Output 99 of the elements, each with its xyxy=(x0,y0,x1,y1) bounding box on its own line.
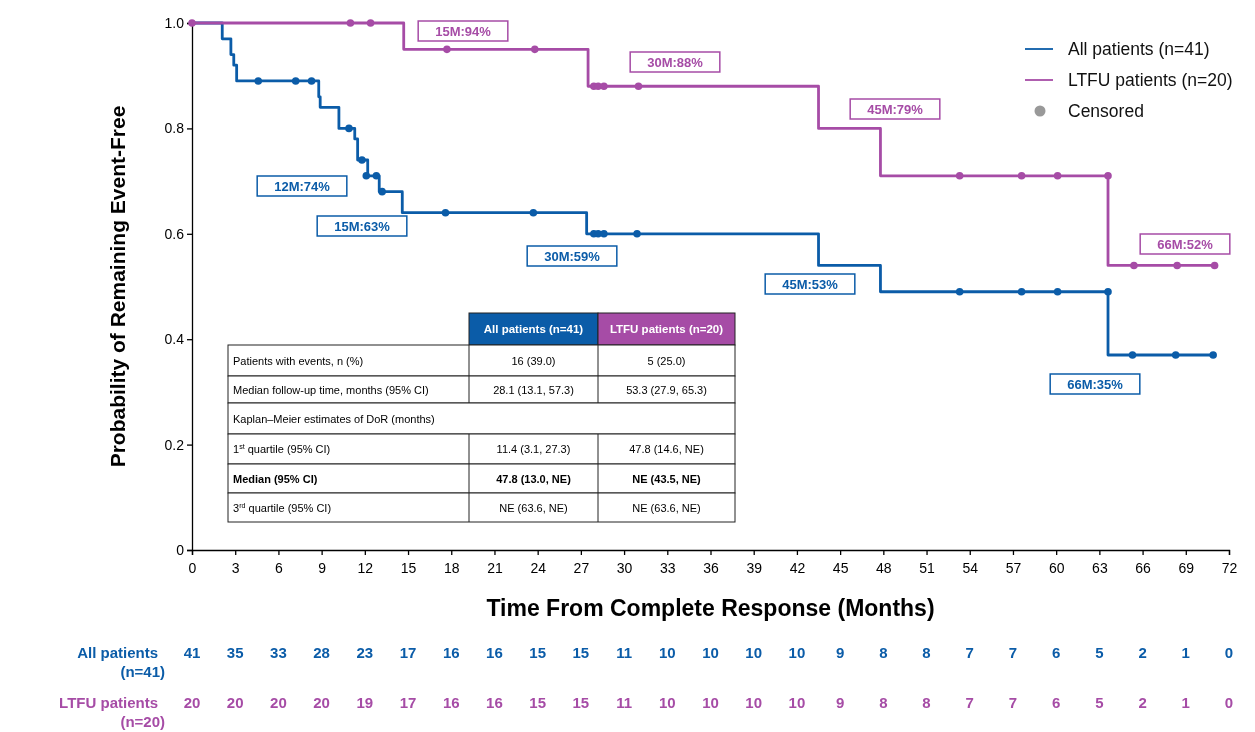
annotation: 30M:88% xyxy=(647,55,704,70)
x-tick-label: 21 xyxy=(487,560,503,577)
y-tick-label: 0.6 xyxy=(164,225,185,242)
x-tick-label: 27 xyxy=(573,560,590,577)
legend-label: All patients (n=41) xyxy=(1068,39,1210,59)
annotation: 15M:63% xyxy=(334,219,391,234)
annotation: 12M:74% xyxy=(274,179,331,194)
point xyxy=(1173,261,1181,270)
point xyxy=(1130,261,1138,270)
annotation: 11.4 (3.1, 27.3) xyxy=(496,443,571,455)
x-tick-label: 15 xyxy=(400,560,417,577)
x-tick-label: 69 xyxy=(1178,560,1195,577)
annotation: 1$^{st}$ quartile (95% CI) xyxy=(233,443,331,455)
point xyxy=(955,172,964,180)
annotation: Median (95% CI) xyxy=(233,472,318,485)
x-tick-label: 42 xyxy=(789,560,806,577)
annotation: 3$^{rd}$ quartile (95% CI) xyxy=(233,501,332,514)
x-tick-label: 24 xyxy=(530,560,547,577)
point xyxy=(358,156,366,164)
annotation: 5 (25.0) xyxy=(647,354,686,367)
text: 20 20 20 20 19 17 16 16 15 15 11 10 10 10 10 9 8 8 7 7 6 5 2 1 0 xyxy=(183,694,1234,711)
point xyxy=(600,230,608,238)
x-tick-label: 39 xyxy=(746,560,763,577)
annotation: NE (63.6, NE) xyxy=(632,501,701,514)
x-tick-label: 51 xyxy=(919,560,936,577)
point xyxy=(1171,351,1180,359)
x-tick-label: 30 xyxy=(616,560,633,577)
y-tick-label: 0 xyxy=(176,541,185,558)
annotation: 16 (39.0) xyxy=(511,354,556,367)
legend-label: Censored xyxy=(1068,101,1144,121)
y-axis-title: Probability of Remaining Event-Free xyxy=(106,105,129,468)
point xyxy=(1053,287,1062,296)
x-tick-label: 60 xyxy=(1048,560,1065,577)
point xyxy=(441,208,450,217)
point xyxy=(1104,172,1112,180)
annotation: 28.1 (13.1, 57.3) xyxy=(493,383,574,396)
x-tick-label: 54 xyxy=(962,560,979,577)
y-tick-label: 0.2 xyxy=(164,436,185,453)
point xyxy=(366,19,375,27)
x-tick-label: 12 xyxy=(357,560,374,577)
annotation: 53.3 (27.9, 65.3) xyxy=(626,383,707,396)
x-tick-label: 0 xyxy=(188,560,197,577)
point xyxy=(1017,287,1026,296)
annotation: LTFU patients (n=20) xyxy=(609,323,724,335)
point xyxy=(1017,172,1026,180)
point xyxy=(1104,287,1112,296)
annotation: NE (63.6, NE) xyxy=(499,501,568,514)
point xyxy=(529,208,538,217)
y-tick-label: 0.4 xyxy=(164,331,185,348)
point xyxy=(362,172,371,180)
point xyxy=(443,45,451,54)
point xyxy=(531,45,539,54)
x-tick-label: 33 xyxy=(660,560,676,577)
x-tick-label: 72 xyxy=(1221,560,1238,577)
annotation: 66M:52% xyxy=(1157,237,1214,252)
annotation: Kaplan–Meier estimates of DoR (months) xyxy=(233,412,435,425)
annotation: 47.8 (14.6, NE) xyxy=(629,443,704,455)
x-tick-label: 63 xyxy=(1092,560,1108,577)
text: 41 35 33 28 23 17 16 16 15 15 11 10 10 10 10 9 8 8 7 7 6 5 2 1 0 xyxy=(183,644,1234,661)
point xyxy=(1210,261,1219,270)
annotation: 45M:79% xyxy=(867,102,924,117)
x-tick-label: 6 xyxy=(275,560,284,577)
x-tick-label: 48 xyxy=(876,560,892,577)
annotation: 45M:53% xyxy=(782,277,839,292)
annotation: Patients with events, n (%) xyxy=(233,354,364,367)
point xyxy=(1128,351,1137,359)
annotation: 30M:59% xyxy=(544,249,601,264)
point xyxy=(955,287,964,296)
text: LTFU patients (n=20) xyxy=(59,694,165,730)
point xyxy=(378,187,386,196)
y-tick-label: 0.8 xyxy=(164,120,185,137)
point xyxy=(633,230,641,238)
annotation: NE (43.5, NE) xyxy=(632,472,702,485)
annotation: All patients (n=41) xyxy=(483,323,584,335)
point xyxy=(254,77,263,85)
annotation: 47.8 (13.0, NE) xyxy=(496,472,572,485)
point xyxy=(372,172,381,180)
x-tick-label: 57 xyxy=(1005,560,1022,577)
x-tick-label: 3 xyxy=(231,560,240,577)
x-axis-title: Time From Complete Response (Months) xyxy=(486,595,935,621)
point xyxy=(345,124,353,133)
x-tick-label: 66 xyxy=(1135,560,1152,577)
point xyxy=(307,77,316,85)
text: All patients (n=41) xyxy=(77,644,165,680)
x-tick-label: 36 xyxy=(703,560,719,577)
x-tick-label: 45 xyxy=(832,560,849,577)
point xyxy=(1053,172,1062,180)
annotation: 66M:35% xyxy=(1067,377,1124,392)
y-tick-label: 1.0 xyxy=(164,14,185,31)
annotation: 15M:94% xyxy=(435,24,492,39)
x-tick-label: 9 xyxy=(318,560,327,577)
point xyxy=(600,82,608,91)
point xyxy=(291,77,300,85)
annotation: Median follow-up time, months (95% CI) xyxy=(233,383,429,396)
point xyxy=(634,82,643,91)
point xyxy=(346,19,355,27)
x-tick-label: 18 xyxy=(443,560,460,577)
legend-label: LTFU patients (n=20) xyxy=(1068,70,1233,90)
point xyxy=(1209,351,1217,359)
